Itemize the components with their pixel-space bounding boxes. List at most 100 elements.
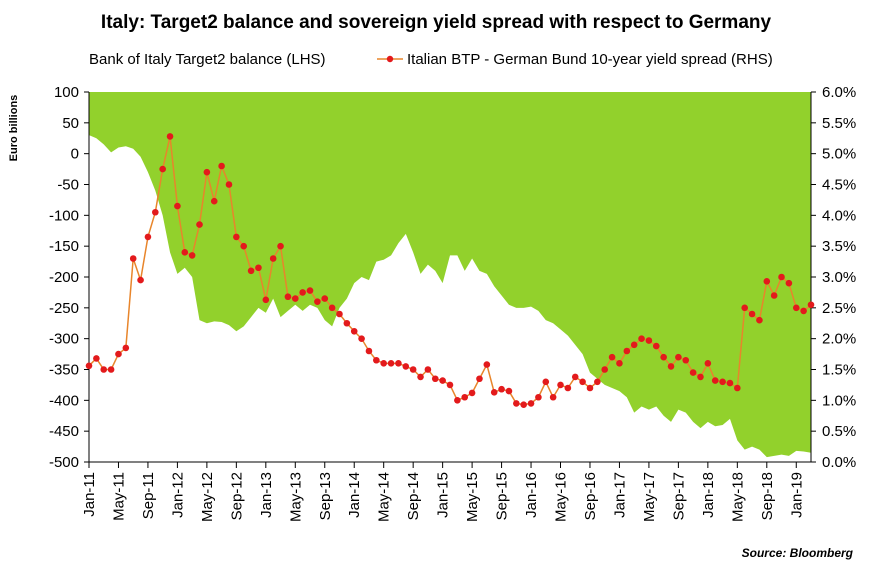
spread-point (520, 401, 527, 408)
spread-point (483, 361, 491, 368)
x-tick-label: Jan-14 (346, 472, 363, 518)
y-tick-right-label: 3.5% (822, 238, 856, 255)
spread-point (542, 378, 550, 386)
x-tick-label: Sep-12 (228, 472, 245, 520)
spread-point (107, 366, 115, 373)
spread-point (557, 381, 564, 389)
y-tick-left-label: -150 (49, 238, 79, 255)
x-tick-label: Jan-19 (788, 472, 805, 518)
spread-point (100, 366, 108, 373)
spread-point (387, 360, 395, 367)
spread-point (284, 293, 292, 301)
x-tick-label: Jan-13 (258, 472, 275, 518)
spread-point (247, 267, 255, 275)
spread-point (645, 337, 653, 344)
y-tick-right-label: 5.5% (822, 115, 856, 132)
spread-point (314, 298, 321, 305)
x-tick-label: Jan-12 (169, 472, 186, 518)
spread-point (734, 384, 741, 392)
spread-point (505, 387, 513, 395)
spread-point (807, 301, 815, 309)
x-tick-label: Jan-18 (700, 472, 717, 518)
spread-point (233, 233, 240, 241)
y-tick-left-label: -300 (49, 331, 79, 348)
source-note: Source: Bloomberg (742, 546, 854, 560)
spread-point (601, 366, 609, 373)
spread-point (630, 341, 638, 349)
y-tick-right-label: 0.5% (822, 423, 856, 440)
y-tick-left-label: 50 (62, 115, 79, 132)
spread-markers (85, 133, 815, 408)
y-tick-right-label: 5.0% (822, 146, 856, 163)
y-tick-right-label: 1.5% (822, 362, 856, 379)
x-tick-label: May-17 (641, 472, 658, 522)
spread-point (571, 373, 579, 381)
spread-point (328, 304, 336, 312)
spread-point (144, 233, 152, 241)
spread-point (306, 287, 314, 294)
y-tick-left-label: -200 (49, 269, 79, 286)
spread-point (255, 264, 262, 272)
y-tick-right-label: 2.0% (822, 331, 856, 348)
x-tick-label: May-15 (464, 472, 481, 522)
spread-point (85, 362, 93, 370)
y-tick-left-label: -50 (57, 177, 79, 194)
y-ticks-left: 100 50 0 -50 -100 -150 -200 -250 -300 -350 -400 -45… (49, 84, 79, 471)
spread-point (675, 353, 682, 361)
y-tick-right-label: 4.0% (822, 207, 856, 224)
spread-point (196, 221, 203, 228)
x-tick-label: May-12 (199, 472, 216, 522)
spread-point (365, 347, 373, 355)
spread-point (785, 279, 793, 287)
spread-point (513, 400, 520, 407)
spread-point (358, 335, 365, 342)
spread-point (188, 252, 196, 259)
spread-point (343, 319, 351, 327)
x-tick-label: Jan-15 (435, 472, 452, 518)
spread-point (682, 356, 690, 364)
y-tick-left-label: 100 (54, 84, 79, 101)
x-tick-label: Sep-14 (405, 472, 422, 520)
x-tick-label: May-18 (729, 472, 746, 522)
spread-point (579, 378, 586, 386)
spread-point (667, 363, 675, 370)
spread-point (159, 165, 166, 173)
spread-point (424, 366, 432, 373)
x-ticks: Jan-11 May-11 Sep-11 Jan-12 May-12 Sep-12 Jan-… (81, 472, 805, 522)
spread-point (638, 335, 645, 342)
spread-point (594, 378, 601, 386)
x-tick-label: May-14 (376, 472, 393, 522)
y-tick-left-label: -400 (49, 392, 79, 409)
y-tick-right-label: 6.0% (822, 84, 856, 101)
spread-point (446, 381, 454, 389)
spread-point (778, 273, 785, 281)
spread-point (527, 400, 535, 407)
spread-point (166, 133, 174, 140)
legend-label-target2: Bank of Italy Target2 balance (LHS) (89, 51, 326, 68)
y-tick-left-label: -100 (49, 207, 79, 224)
spread-point (409, 366, 417, 373)
y-axis-left-label: Euro billions (8, 95, 20, 162)
spread-point (439, 377, 446, 384)
y-tick-right-label: 1.0% (822, 392, 856, 409)
spread-point (373, 356, 380, 364)
spread-point (616, 360, 623, 367)
spread-point (174, 202, 181, 210)
spread-point (269, 255, 277, 262)
spread-point (792, 304, 800, 312)
spread-point (181, 249, 189, 256)
x-tick-label: May-13 (287, 472, 304, 522)
legend: Bank of Italy Target2 balance (LHS) Ital… (89, 51, 773, 68)
x-tick-label: Sep-16 (582, 472, 599, 520)
legend-marker-spread (386, 55, 394, 63)
spread-point (402, 363, 410, 370)
spread-point (210, 197, 218, 205)
legend-label-spread: Italian BTP - German Bund 10-year yield … (407, 51, 773, 68)
spread-point (490, 389, 498, 396)
spread-point (535, 393, 542, 401)
x-tick-label: Jan-16 (523, 472, 540, 518)
y-tick-right-label: 4.5% (822, 177, 856, 194)
spread-point (203, 168, 211, 176)
spread-point (336, 310, 343, 318)
spread-point (704, 360, 712, 367)
